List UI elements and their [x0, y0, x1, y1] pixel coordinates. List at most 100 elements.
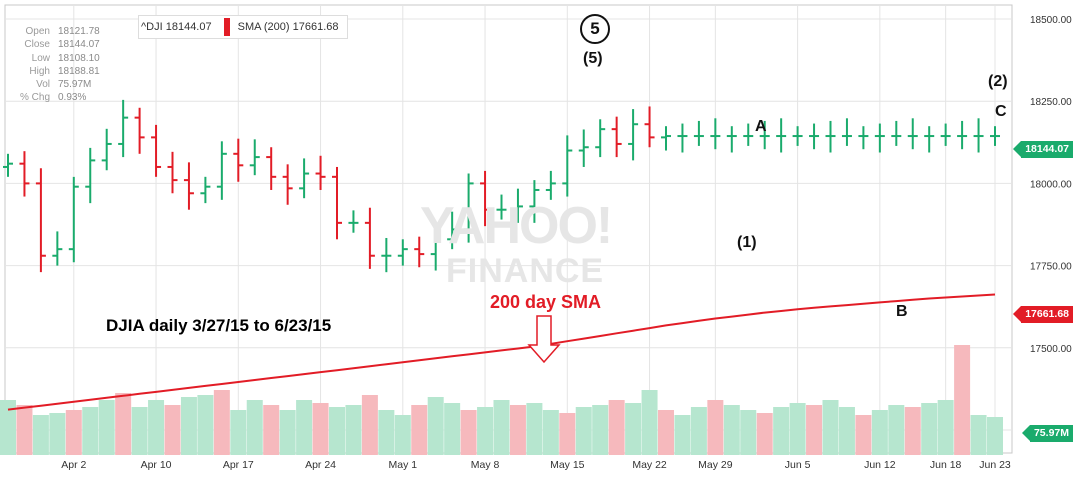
- volume-bar: [345, 405, 362, 455]
- volume-bar: [855, 415, 872, 455]
- watermark-finance: FINANCE: [446, 252, 605, 290]
- volume-bar: [49, 413, 66, 455]
- last-price-tag: 18144.07: [1013, 141, 1073, 158]
- volume-bar: [707, 400, 724, 455]
- volume-bar: [246, 400, 263, 455]
- volume-bar: [822, 400, 839, 455]
- info-row-close: Close 18144.07: [24, 39, 100, 51]
- volume-bar: [197, 395, 214, 455]
- volume-bar: [526, 403, 543, 455]
- y-tick-label: 18500.00: [1030, 15, 1072, 26]
- volume-bar: [361, 395, 378, 455]
- info-row-pct-chg: % Chg 0.93%: [19, 92, 87, 104]
- legend-sma: SMA (200) 17661.68: [237, 21, 339, 33]
- sma-swatch: [223, 18, 230, 36]
- volume-bar: [230, 410, 247, 455]
- x-tick-label: Apr 10: [141, 459, 172, 471]
- volume-bar: [888, 405, 905, 455]
- volume-bar: [937, 400, 954, 455]
- volume-bar: [131, 407, 148, 455]
- volume-bar: [674, 415, 691, 455]
- wave-1-label: (1): [737, 234, 757, 251]
- x-tick-label: May 22: [632, 459, 667, 471]
- wave-5-circle-label: 5: [580, 14, 610, 44]
- wave-a-label: A: [755, 118, 767, 135]
- volume-bar: [444, 403, 461, 455]
- volume-bar: [411, 405, 428, 455]
- x-tick-label: Jun 18: [930, 459, 962, 471]
- x-tick-label: Apr 17: [223, 459, 254, 471]
- volume-bar: [493, 400, 510, 455]
- x-tick-label: Jun 23: [979, 459, 1011, 471]
- volume-bar: [723, 405, 740, 455]
- x-tick-label: May 8: [471, 459, 500, 471]
- volume-bar: [871, 410, 888, 455]
- volume-bar: [477, 407, 494, 455]
- volume-bar: [0, 400, 16, 455]
- volume-bar: [921, 403, 938, 455]
- plot-area: [4, 4, 1013, 454]
- volume-bar: [592, 405, 609, 455]
- volume-bar: [98, 400, 115, 455]
- volume-bar: [658, 410, 674, 455]
- volume-bar: [559, 413, 576, 455]
- info-row-open: Open 18121.78: [25, 26, 100, 37]
- chart-legend[interactable]: ^DJI 18144.07 SMA (200) 17661.68: [138, 15, 348, 39]
- volume-bar: [16, 405, 33, 455]
- volume-bar: [312, 403, 329, 455]
- volume-bar: [148, 400, 165, 455]
- wave-c-label: C: [995, 103, 1007, 120]
- sma-200-line: [7, 293, 996, 411]
- x-tick-label: Apr 2: [61, 459, 86, 471]
- volume-bar: [740, 410, 757, 455]
- x-tick-label: Jun 5: [785, 459, 811, 471]
- volume-bar: [954, 345, 971, 455]
- volume-bar: [641, 390, 658, 455]
- volume-bar: [329, 407, 345, 455]
- volume-bar: [806, 405, 823, 455]
- y-tick-label: 18250.00: [1030, 97, 1072, 108]
- volume-bar: [263, 405, 280, 455]
- volume-bar: [625, 403, 642, 455]
- volume-bar: [838, 407, 855, 455]
- volume-bar: [509, 405, 526, 455]
- volume-bar: [542, 410, 559, 455]
- info-row-vol: Vol 75.97M: [36, 79, 92, 91]
- ohlc-info-box: Open 18121.78 Close 18144.07 Low 18108.10 H…: [14, 25, 100, 105]
- x-tick-label: May 15: [550, 459, 585, 471]
- volume-bar: [180, 397, 197, 455]
- volume-bar: [987, 417, 1003, 455]
- volume-bar: [970, 415, 987, 455]
- info-row-high: High 18188.81: [29, 65, 100, 77]
- volume-bar: [427, 397, 444, 455]
- volume-bar: [378, 410, 395, 455]
- volume-bar: [279, 410, 296, 455]
- volume-bar: [773, 407, 790, 455]
- volume-bar: [904, 407, 921, 455]
- volume-bar: [82, 407, 99, 455]
- info-row-low: Low 18108.10: [31, 52, 100, 64]
- volume-bar: [789, 403, 806, 455]
- watermark-yahoo: YAHOO!: [420, 197, 613, 255]
- volume-tag: 75.97M: [1021, 425, 1073, 442]
- volume-bar: [756, 413, 773, 455]
- volume-bar: [296, 400, 313, 455]
- volume-bar: [460, 410, 477, 455]
- chart-annotation-title: DJIA daily 3/27/15 to 6/23/15: [106, 316, 332, 335]
- sma-value-tag: 17661.68: [1013, 306, 1073, 323]
- y-tick-label: 17500.00: [1030, 344, 1072, 355]
- x-tick-label: Apr 24: [305, 459, 336, 471]
- volume-bar: [65, 410, 82, 455]
- wave-5-paren-label: (5): [583, 50, 603, 67]
- sma-annotation: 200 day SMA: [490, 292, 602, 312]
- y-tick-label: 17750.00: [1030, 262, 1072, 273]
- y-tick-label: 18000.00: [1030, 179, 1072, 190]
- volume-bar: [164, 405, 181, 455]
- volume-bar: [575, 407, 592, 455]
- wave-2-label: (2): [988, 73, 1008, 90]
- volume-bar: [394, 415, 411, 455]
- volume-bar: [608, 400, 625, 455]
- volume-bar: [115, 393, 132, 455]
- legend-ticker: ^DJI 18144.07: [141, 21, 212, 33]
